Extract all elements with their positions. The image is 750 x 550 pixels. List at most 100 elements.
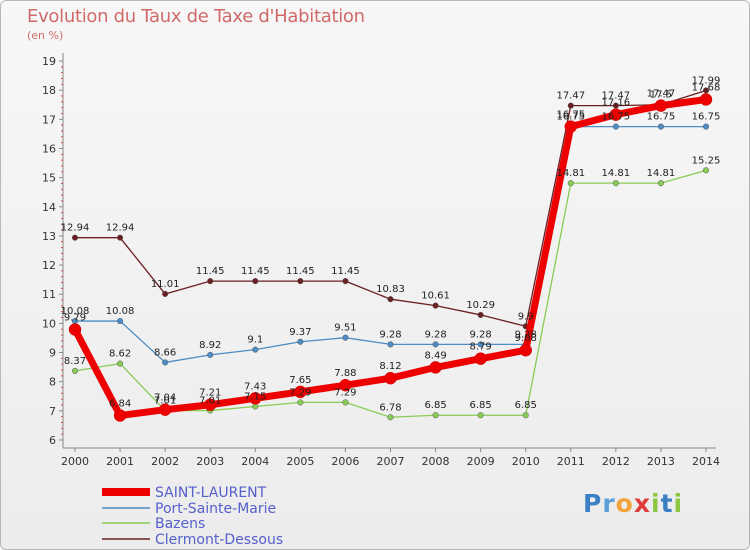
data-point xyxy=(342,334,349,341)
data-label: 15.25 xyxy=(692,155,721,166)
data-label: 9.51 xyxy=(334,323,356,334)
data-point xyxy=(113,409,127,422)
x-tick-label: 2004 xyxy=(241,455,269,468)
data-label: 9.37 xyxy=(289,327,311,338)
data-label: 9.28 xyxy=(470,329,492,340)
data-label: 8.79 xyxy=(470,342,492,353)
data-point xyxy=(203,398,217,411)
data-point xyxy=(249,392,262,405)
y-tick-label: 13 xyxy=(42,230,56,243)
data-label: 9.28 xyxy=(515,329,537,340)
y-tick-label: 18 xyxy=(42,84,56,97)
data-label: 7.04 xyxy=(154,393,176,404)
data-point xyxy=(342,278,349,285)
data-point xyxy=(654,99,668,112)
data-label: 17.68 xyxy=(692,82,721,93)
data-point xyxy=(207,278,214,285)
data-label: 10.08 xyxy=(106,306,135,317)
data-point xyxy=(702,123,710,130)
data-label: 7.29 xyxy=(334,387,356,398)
y-tick-label: 19 xyxy=(42,55,56,68)
data-label: 8.49 xyxy=(424,350,446,361)
data-label: 12.94 xyxy=(61,223,90,234)
data-label: 6.85 xyxy=(515,400,537,411)
data-point xyxy=(567,180,574,187)
legend: SAINT-LAURENTPort-Sainte-MarieBazensCler… xyxy=(102,485,283,548)
x-tick-label: 2010 xyxy=(512,455,540,468)
data-point xyxy=(297,399,304,406)
data-label: 14.81 xyxy=(556,168,585,179)
data-point xyxy=(699,93,713,106)
data-point xyxy=(432,412,439,419)
data-point xyxy=(252,346,259,353)
series-clermont-dessous xyxy=(71,87,710,330)
legend-item: SAINT-LAURENT xyxy=(102,485,267,501)
data-point xyxy=(657,180,664,187)
data-label: 7.29 xyxy=(289,387,311,398)
legend-label: Clermont-Dessous xyxy=(155,532,283,548)
data-label: 6.78 xyxy=(379,402,401,413)
data-point xyxy=(339,378,352,392)
data-point xyxy=(702,167,710,174)
data-labels-layer: 12.94 12.94 11.01 11.45 11.45 11.45 11.45 10.83… xyxy=(61,75,721,413)
data-label: 17.47 xyxy=(602,91,631,102)
data-point xyxy=(612,123,619,130)
x-tick-label: 2009 xyxy=(467,455,495,468)
data-point xyxy=(477,412,484,419)
data-label: 16.75 xyxy=(556,110,585,121)
data-point xyxy=(474,352,487,365)
legend-label: Bazens xyxy=(155,516,205,532)
data-label: 17.5 xyxy=(650,90,672,101)
data-label: 9.1 xyxy=(247,335,263,346)
data-point xyxy=(387,296,394,303)
data-point xyxy=(567,102,574,109)
axes: 6 7 8 9 10 11 12 13 14 15 16 17 18 19 2000 2001 2002 2003… xyxy=(42,53,720,468)
x-tick-label: 2013 xyxy=(647,455,675,468)
data-label: 17.99 xyxy=(692,75,721,86)
data-point xyxy=(429,361,442,374)
data-label: 7.01 xyxy=(199,396,221,407)
y-tick-label: 11 xyxy=(42,288,56,301)
data-point xyxy=(432,302,439,309)
data-point xyxy=(342,399,349,406)
data-point xyxy=(297,338,304,345)
y-tick-label: 6 xyxy=(49,434,56,447)
y-tick-label: 16 xyxy=(42,142,56,155)
series-layer xyxy=(68,87,713,422)
y-tick-label: 9 xyxy=(49,347,56,360)
x-tick-label: 2014 xyxy=(692,455,720,468)
data-label: 6.85 xyxy=(424,400,446,411)
legend-item: Bazens xyxy=(102,516,205,532)
data-label: 17.16 xyxy=(602,98,631,109)
series-saint-laurent xyxy=(68,93,713,422)
data-point xyxy=(477,311,484,318)
data-point xyxy=(387,414,394,421)
y-tick-label: 12 xyxy=(42,259,56,272)
data-label: 16.75 xyxy=(647,112,676,123)
data-point xyxy=(657,123,664,130)
legend-label: Port-Sainte-Marie xyxy=(155,501,276,517)
data-point xyxy=(609,108,623,121)
data-point xyxy=(432,341,439,348)
y-tick-label: 8 xyxy=(49,376,56,389)
x-tick-label: 2012 xyxy=(602,455,630,468)
data-point xyxy=(384,371,397,385)
data-label: 6.85 xyxy=(470,400,492,411)
data-label: 7.88 xyxy=(334,368,356,379)
data-point xyxy=(477,341,484,348)
x-tick-label: 2002 xyxy=(151,455,179,468)
data-label: 11.45 xyxy=(241,266,270,277)
data-label: 17.47 xyxy=(556,91,585,102)
data-label: 7.65 xyxy=(289,375,311,386)
x-tick-label: 2001 xyxy=(106,455,134,468)
data-label: 11.45 xyxy=(196,266,225,277)
y-tick-label: 15 xyxy=(42,172,56,185)
data-label: 16.75 xyxy=(692,112,721,123)
data-label: 8.66 xyxy=(154,347,176,358)
data-label: 17.47 xyxy=(647,89,676,100)
data-label: 8.12 xyxy=(379,361,401,372)
data-label: 10.29 xyxy=(466,300,495,311)
data-label: 8.37 xyxy=(64,356,86,367)
